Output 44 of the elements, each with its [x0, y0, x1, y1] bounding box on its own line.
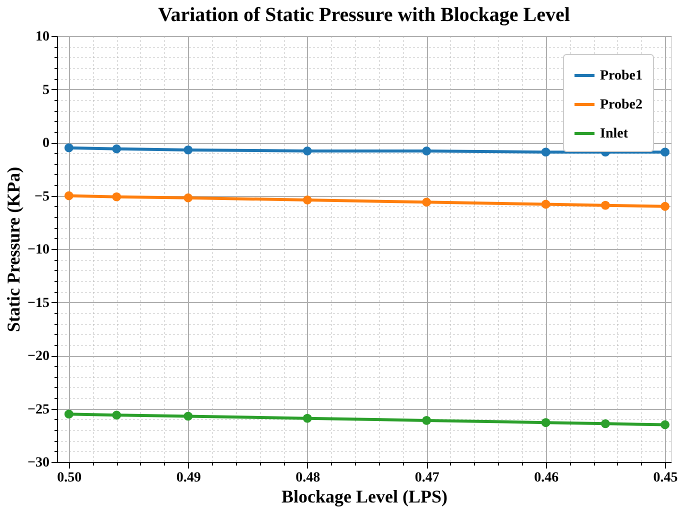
point — [64, 191, 74, 200]
point — [422, 198, 432, 207]
point — [422, 416, 432, 425]
point — [422, 146, 432, 156]
point — [660, 202, 670, 211]
y-tick-label: −10 — [28, 242, 50, 258]
x-tick-label: 0.45 — [653, 470, 678, 486]
point — [541, 200, 550, 209]
y-tick-label: 10 — [36, 30, 50, 44]
chart-title: Variation of Static Pressure with Blockage Level — [158, 4, 570, 26]
point — [184, 145, 193, 154]
y-tick-label: −5 — [34, 189, 50, 204]
x-axis-title: Blockage Level (LPS) — [282, 486, 448, 506]
y-tick-label: 0 — [42, 136, 50, 151]
legend-label: Probe1 — [600, 68, 643, 84]
y-tick-label: −20 — [28, 349, 50, 364]
point — [600, 419, 610, 428]
y-axis-title: Static Pressure (KPa) — [4, 166, 24, 332]
x-tick-label: 0.49 — [176, 470, 201, 486]
point — [660, 420, 670, 430]
point — [660, 148, 670, 157]
point — [541, 148, 550, 157]
point — [112, 144, 122, 154]
x-tick-label: 0.47 — [414, 470, 440, 486]
legend-label: Probe2 — [600, 98, 643, 112]
x-tick-label: 0.48 — [296, 470, 320, 486]
y-tick-label: −30 — [28, 456, 50, 470]
point — [302, 146, 312, 156]
point — [64, 410, 74, 419]
point — [184, 193, 193, 202]
x-tick-label: 0.50 — [57, 470, 82, 486]
point — [112, 192, 122, 202]
y-tick-label: −25 — [28, 402, 50, 418]
point — [112, 410, 122, 420]
legend-label: Inlet — [600, 126, 628, 142]
point — [302, 196, 312, 204]
point — [302, 414, 312, 423]
x-tick-label: 0.46 — [534, 470, 559, 486]
point — [600, 200, 610, 210]
y-tick-label: −15 — [28, 296, 50, 311]
point — [541, 418, 550, 428]
point — [184, 412, 193, 421]
point — [64, 143, 74, 152]
y-tick-label: 5 — [42, 82, 50, 98]
